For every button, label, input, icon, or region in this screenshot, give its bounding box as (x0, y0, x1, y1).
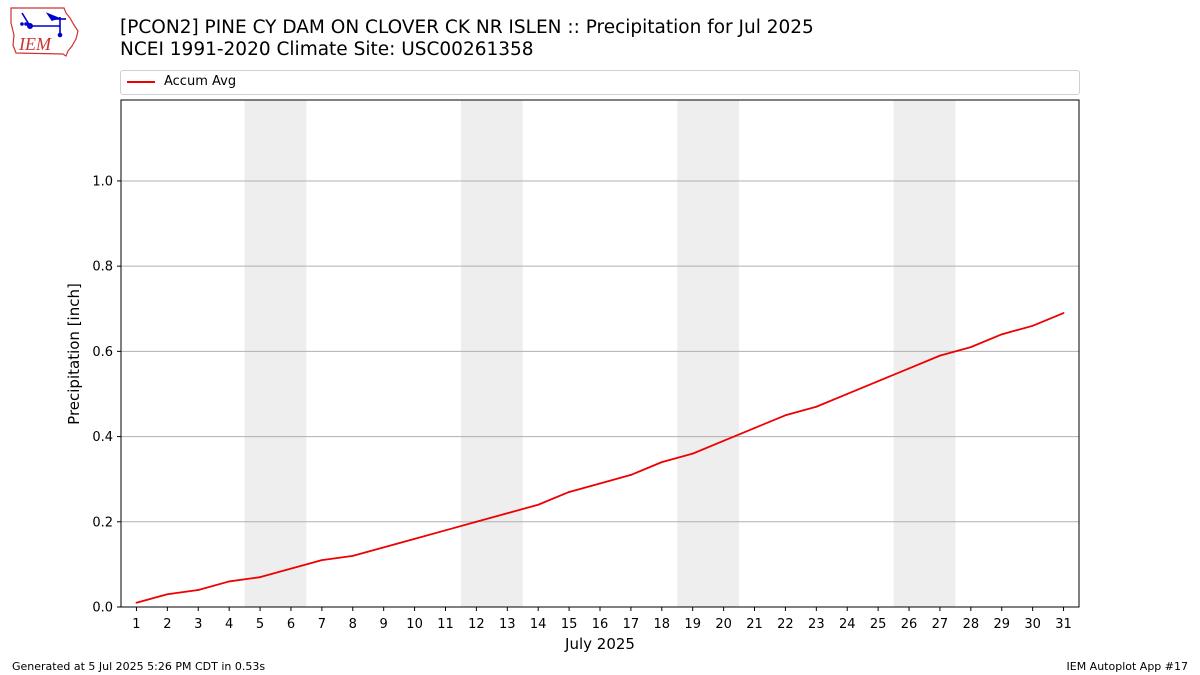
data-point-day-23 (815, 405, 818, 408)
data-point-day-18 (660, 461, 663, 464)
data-point-day-6 (290, 567, 292, 570)
legend: Accum Avg (120, 70, 1080, 95)
data-point-day-15 (568, 491, 570, 493)
chart-subtitle: NCEI 1991-2020 Climate Site: USC00261358 (120, 39, 534, 60)
x-tick-label-28: 28 (963, 617, 980, 632)
x-tick-label-22: 22 (777, 617, 794, 632)
x-tick-label-11: 11 (437, 617, 454, 632)
x-tick-label-18: 18 (654, 617, 671, 632)
x-tick-label-17: 17 (623, 617, 640, 632)
y-tick-label-0.2: 0.2 (92, 515, 113, 530)
y-tick-label-1.0: 1.0 (92, 174, 113, 189)
x-tick-label-21: 21 (746, 617, 763, 632)
weekend-band-12-13 (460, 100, 523, 607)
data-point-day-26 (908, 367, 910, 370)
x-tick-label-29: 29 (993, 617, 1010, 632)
x-tick-label-16: 16 (592, 617, 609, 632)
footer-app-id: IEM Autoplot App #17 (1066, 660, 1189, 673)
x-tick-label-3: 3 (194, 617, 202, 632)
x-tick-label-6: 6 (287, 617, 295, 632)
data-point-day-7 (320, 559, 323, 562)
iowa-outline-icon (10, 7, 79, 57)
x-tick-label-13: 13 (499, 617, 516, 632)
y-axis: 0.0 0.2 0.4 0.6 0.8 1.0 (92, 174, 121, 616)
weekend-bands (244, 100, 956, 607)
legend-label-accum-avg: Accum Avg (164, 74, 237, 89)
x-axis-label: July 2025 (564, 635, 635, 653)
chart-title: [PCON2] PINE CY DAM ON CLOVER CK NR ISLE… (120, 17, 814, 38)
x-axis: 1 2 3 4 5 6 7 8 9 10 11 12 13 14 15 16 17 18 19 20 21 22 23 24 2… (132, 607, 1072, 632)
data-point-day-21 (753, 427, 756, 429)
x-tick-label-4: 4 (225, 617, 233, 632)
logo-text: IEM (18, 34, 52, 54)
weekend-band-5-6 (244, 100, 307, 607)
y-tick-label-0.8: 0.8 (92, 260, 113, 275)
x-tick-label-20: 20 (715, 617, 732, 632)
footer-generated-note: Generated at 5 Jul 2025 5:26 PM CDT in 0… (12, 660, 266, 673)
data-point-day-24 (846, 393, 849, 395)
data-point-day-9 (382, 546, 385, 549)
x-tick-label-8: 8 (349, 617, 357, 632)
data-point-day-4 (228, 580, 231, 583)
x-tick-label-30: 30 (1024, 617, 1041, 632)
data-point-day-20 (722, 439, 725, 442)
x-tick-label-26: 26 (901, 617, 918, 632)
data-point-day-16 (599, 482, 601, 485)
y-tick-label-0.0: 0.0 (92, 601, 113, 616)
data-point-day-19 (691, 452, 694, 455)
x-tick-label-12: 12 (468, 617, 485, 632)
data-point-day-30 (1031, 324, 1034, 327)
data-point-day-14 (537, 503, 540, 506)
x-tick-label-10: 10 (406, 617, 423, 632)
x-tick-label-14: 14 (530, 617, 547, 632)
iem-logo: IEM (8, 5, 80, 63)
x-tick-label-31: 31 (1055, 617, 1072, 632)
weekend-band-19-20 (677, 100, 740, 607)
data-point-day-27 (939, 354, 941, 357)
data-point-day-25 (877, 380, 880, 383)
data-point-day-2 (166, 593, 169, 596)
weather-station-icon (20, 12, 66, 38)
x-tick-label-5: 5 (256, 617, 264, 632)
data-point-day-31 (1062, 312, 1065, 314)
data-point-day-3 (197, 589, 200, 591)
data-point-day-28 (969, 346, 972, 349)
series-layer (135, 312, 1065, 604)
data-point-day-17 (630, 474, 632, 476)
y-tick-label-0.4: 0.4 (92, 430, 113, 445)
legend-swatch-accum-avg (127, 81, 155, 83)
x-tick-label-24: 24 (839, 617, 856, 632)
data-point-day-12 (475, 520, 478, 523)
x-tick-label-15: 15 (561, 617, 578, 632)
data-point-day-1 (135, 601, 138, 604)
data-point-day-5 (259, 576, 261, 579)
x-tick-label-27: 27 (932, 617, 949, 632)
data-point-day-10 (413, 537, 416, 540)
x-tick-label-1: 1 (132, 617, 140, 632)
x-tick-label-25: 25 (870, 617, 887, 632)
x-tick-label-7: 7 (318, 617, 326, 632)
x-tick-label-2: 2 (163, 617, 171, 632)
x-tick-label-19: 19 (684, 617, 701, 632)
y-axis-label: Precipitation [inch] (65, 283, 83, 425)
x-tick-label-23: 23 (808, 617, 825, 632)
y-tick-label-0.6: 0.6 (92, 345, 113, 360)
data-point-day-8 (351, 554, 354, 557)
data-point-day-11 (444, 529, 447, 532)
data-point-day-13 (506, 512, 509, 515)
data-point-day-29 (1000, 333, 1003, 336)
x-tick-label-9: 9 (380, 617, 388, 632)
data-point-day-22 (784, 414, 787, 417)
